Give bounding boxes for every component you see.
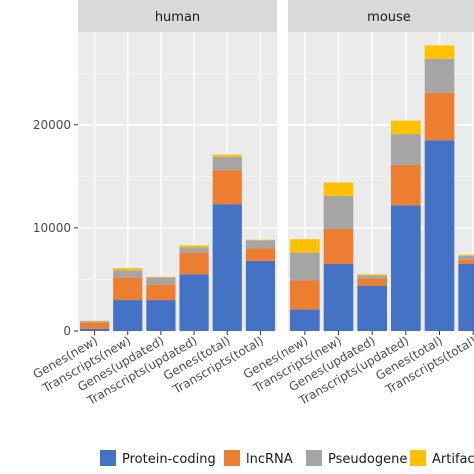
bar-segment-pseudogene: [323, 195, 354, 229]
bar-segment-pseudogene: [146, 277, 176, 285]
bar-segment-pseudogene: [458, 255, 474, 260]
legend-swatch: [224, 450, 240, 466]
bar-segment-protein-coding: [146, 300, 176, 331]
bar-segment-artifact: [458, 254, 474, 256]
panel-human: human: [78, 0, 277, 332]
bar-segment-lncrna: [323, 228, 354, 264]
bar-segment-lncrna: [146, 284, 176, 301]
bar-segment-lncrna: [290, 280, 320, 310]
bar-segment-lncrna: [212, 170, 242, 205]
bar-segment-protein-coding: [113, 300, 143, 331]
bar-segment-artifact: [391, 120, 421, 135]
legend-item: Protein-coding: [100, 450, 216, 467]
legend-swatch: [306, 450, 322, 466]
y-tick-label: 20000: [33, 118, 71, 132]
legend-item: lncRNA: [224, 450, 293, 467]
x-axis: Genes(new)Transcripts(new)Genes(updated)…: [31, 331, 474, 408]
bar-segment-artifact: [290, 239, 320, 253]
legend-label: Artifac: [432, 452, 474, 467]
legend-label: lncRNA: [246, 452, 293, 467]
bar-segment-artifact: [179, 245, 209, 248]
bar-segment-lncrna: [357, 278, 387, 286]
facet-strip: [288, 0, 474, 32]
bar-segment-pseudogene: [424, 58, 455, 93]
bar-segment-pseudogene: [179, 247, 209, 253]
bar-segment-protein-coding: [290, 309, 320, 331]
bar-segment-artifact: [113, 268, 143, 271]
bar-segment-protein-coding: [323, 263, 354, 331]
bar-segment-lncrna: [113, 277, 143, 301]
legend-label: Protein-coding: [122, 452, 216, 467]
facet-strip-label: human: [155, 10, 200, 25]
bar-segment-pseudogene: [212, 156, 242, 171]
bar-segment-artifact: [212, 154, 242, 157]
bar-segment-pseudogene: [290, 252, 320, 281]
panel-background: [78, 32, 277, 331]
y-tick-label: 10000: [33, 221, 71, 235]
legend-label: Pseudogene: [328, 452, 407, 467]
bar-segment-artifact: [357, 274, 387, 276]
bar-segment-protein-coding: [458, 263, 474, 331]
legend-item: Artifac: [410, 450, 474, 467]
bar-segment-lncrna: [245, 248, 276, 261]
bar-segment-artifact: [146, 276, 176, 278]
bar-segment-pseudogene: [79, 321, 110, 323]
bar-segment-protein-coding: [179, 274, 209, 331]
y-tick-label: 0: [63, 324, 71, 338]
bar-segment-artifact: [79, 320, 110, 322]
bar-segment-artifact: [424, 45, 455, 59]
legend-swatch: [410, 450, 426, 466]
bar-segment-pseudogene: [113, 270, 143, 278]
bar-segment-pseudogene: [357, 275, 387, 279]
facet-panels: human mouse: [78, 0, 474, 332]
y-axis: 0 10000 20000: [33, 118, 78, 338]
bar-segment-lncrna: [79, 322, 110, 329]
bar-segment-protein-coding: [79, 328, 110, 331]
bar-segment-protein-coding: [245, 260, 276, 331]
bar-segment-protein-coding: [212, 204, 242, 331]
bar-segment-lncrna: [458, 259, 474, 264]
bar-segment-pseudogene: [391, 134, 421, 166]
bar-segment-pseudogene: [245, 240, 276, 249]
panel-mouse: mouse: [288, 0, 474, 332]
bar-segment-protein-coding: [357, 285, 387, 331]
bar-segment-lncrna: [179, 252, 209, 275]
bar-segment-artifact: [323, 182, 354, 196]
legend: Protein-coding lncRNA Pseudogene Artifac: [100, 450, 474, 467]
legend-item: Pseudogene: [306, 450, 407, 467]
bar-segment-lncrna: [424, 92, 455, 141]
legend-swatch: [100, 450, 116, 466]
facet-strip-label: mouse: [367, 10, 411, 25]
bar-segment-lncrna: [391, 165, 421, 206]
bar-segment-protein-coding: [424, 140, 455, 331]
facet-strip: [78, 0, 277, 32]
bar-segment-protein-coding: [391, 205, 421, 331]
bar-segment-artifact: [245, 239, 276, 241]
